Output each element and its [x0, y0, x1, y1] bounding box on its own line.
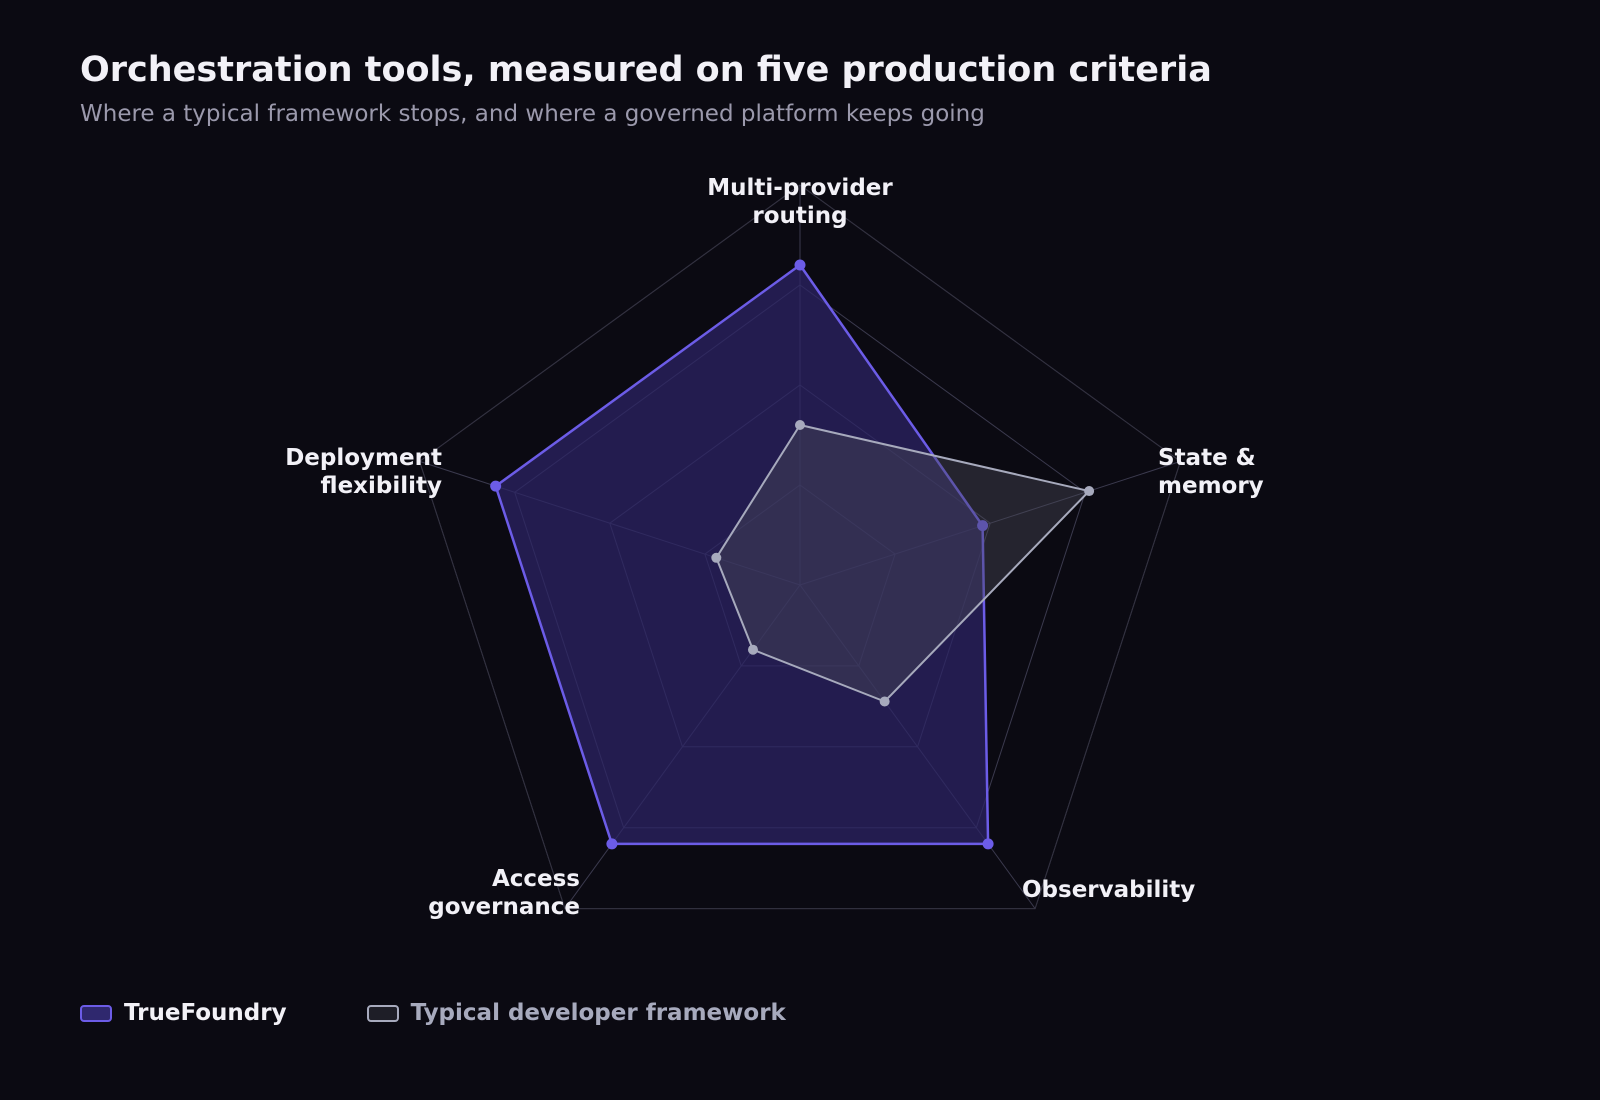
axis-label-deployment-flexibility: Deployment flexibility: [285, 445, 442, 499]
axis-label-state-and-memory: State & memory: [1158, 445, 1264, 499]
legend: TrueFoundry Typical developer framework: [80, 1000, 866, 1026]
point-truefoundry-access-governance: [606, 838, 618, 850]
chart-title: Orchestration tools, measured on five pr…: [80, 50, 1212, 90]
point-truefoundry-deployment-flexibility: [490, 480, 502, 492]
axis-label-observability: Observability: [1022, 877, 1195, 903]
point-truefoundry-multi-provider-routing: [794, 259, 806, 271]
radar-series: [490, 259, 1095, 850]
point-truefoundry-state-and-memory: [977, 520, 989, 532]
series-area-truefoundry: [494, 263, 990, 846]
axis-label-multi-provider-routing: Multi-provider routing: [707, 175, 893, 229]
grid-outer-ring: [418, 184, 1182, 910]
point-typical-developer-framework-observability: [879, 696, 890, 707]
axis-label-access-governance: Access governance: [428, 866, 580, 920]
legend-swatch-typical-developer-framework: [366, 1004, 399, 1022]
legend-label-truefoundry: TrueFoundry: [124, 1000, 287, 1026]
legend-item-typical-developer-framework: Typical developer framework: [366, 1000, 786, 1026]
radar-axis-labels: Multi-provider routing State & memory Observ…: [285, 175, 1263, 920]
series-area-typical-developer-framework: [715, 424, 1091, 703]
legend-swatch-truefoundry: [80, 1004, 112, 1022]
legend-item-truefoundry: TrueFoundry: [80, 1000, 287, 1026]
point-typical-developer-framework-multi-provider-routing: [795, 420, 805, 430]
point-typical-developer-framework-access-governance: [747, 644, 758, 655]
point-typical-developer-framework-state-and-memory: [1084, 486, 1095, 497]
point-truefoundry-observability: [982, 838, 994, 850]
chart-subtitle: Where a typical framework stops, and whe…: [80, 101, 985, 127]
point-typical-developer-framework-deployment-flexibility: [711, 552, 722, 563]
legend-label-typical-developer-framework: Typical developer framework: [410, 1000, 786, 1026]
